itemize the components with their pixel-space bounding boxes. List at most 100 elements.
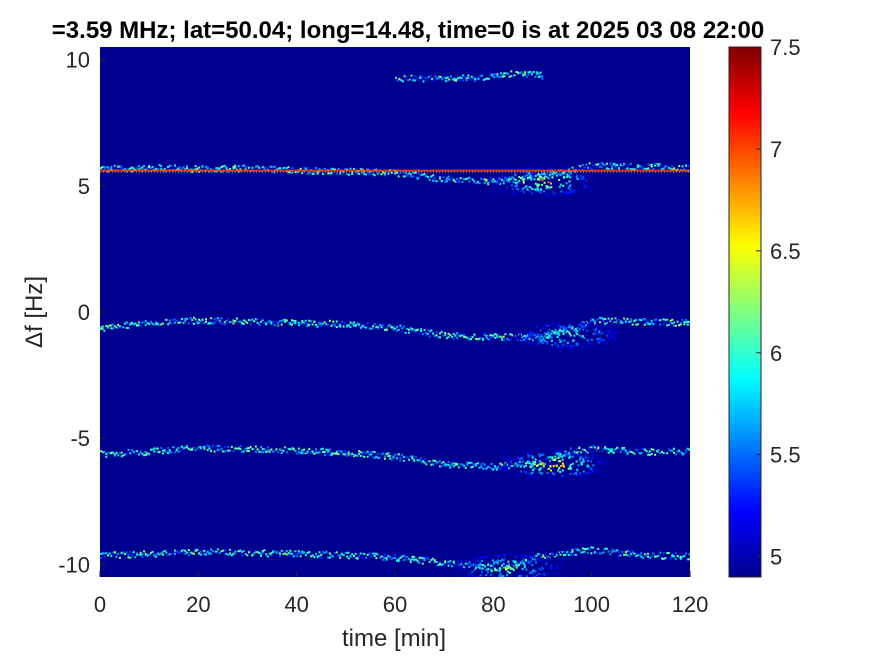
trace-point	[118, 165, 121, 168]
trace-point	[263, 166, 266, 169]
trace-point	[134, 450, 137, 453]
trace-point	[294, 550, 297, 553]
scatter-point	[515, 343, 518, 346]
trace-point	[309, 320, 312, 323]
scatter-point	[490, 564, 493, 567]
trace-point	[444, 180, 447, 183]
trace-point	[180, 318, 183, 320]
trace-point	[671, 168, 674, 171]
trace-point	[351, 172, 354, 175]
trace-point	[177, 447, 180, 449]
trace-point	[434, 76, 437, 79]
trace-point	[624, 319, 627, 322]
trace-point	[309, 449, 312, 452]
trace-point	[662, 558, 665, 560]
scatter-point	[548, 337, 551, 339]
trace-point	[420, 461, 423, 464]
trace-point	[229, 449, 232, 452]
scatter-point	[540, 554, 543, 557]
trace-point	[172, 318, 175, 321]
trace-point	[630, 320, 632, 323]
trace-point	[160, 552, 163, 555]
trace-point	[416, 459, 419, 462]
trace-point	[454, 334, 457, 337]
scatter-point	[527, 331, 530, 334]
trace-point	[383, 455, 386, 458]
trace-point	[359, 454, 362, 457]
trace-point	[125, 551, 128, 554]
trace-point	[251, 448, 254, 451]
trace-point	[349, 321, 352, 324]
scatter-point	[537, 183, 540, 186]
trace-point	[600, 161, 603, 164]
trace-point	[392, 328, 395, 331]
trace-point	[650, 165, 653, 168]
trace-point	[306, 450, 309, 453]
trace-point	[112, 451, 114, 454]
trace-point	[184, 552, 187, 555]
scatter-point	[545, 187, 548, 190]
trace-point	[530, 560, 533, 563]
trace-point	[457, 181, 460, 183]
trace-point	[101, 451, 104, 454]
trace-point	[167, 452, 170, 455]
trace-point	[428, 178, 431, 181]
trace-point	[612, 450, 615, 453]
trace-point	[401, 330, 404, 333]
trace-point	[483, 181, 486, 184]
trace-point	[148, 166, 151, 169]
trace-point	[353, 167, 355, 170]
scatter-point	[605, 461, 608, 464]
scatter-point	[535, 561, 537, 564]
trace-point	[297, 447, 300, 450]
scatter-point	[585, 321, 588, 324]
trace-point	[562, 327, 565, 330]
scatter-point	[513, 474, 516, 477]
trace-point	[344, 322, 347, 325]
scatter-point	[506, 193, 509, 196]
trace-point	[225, 167, 228, 170]
trace-point	[187, 554, 190, 556]
trace-point	[664, 165, 667, 168]
trace-point	[299, 551, 302, 554]
scatter-point	[529, 472, 532, 475]
scatter-point	[558, 450, 561, 453]
scatter-point	[521, 188, 524, 191]
trace-point	[174, 549, 176, 552]
scatter-point	[534, 188, 537, 191]
trace-point	[301, 451, 304, 454]
trace-point	[526, 461, 529, 464]
trace-point	[436, 77, 439, 80]
trace-point	[673, 324, 675, 327]
trace-point	[235, 447, 238, 450]
scatter-point	[502, 457, 504, 460]
trace-point	[297, 550, 300, 553]
trace-point	[361, 323, 364, 326]
trace-point	[365, 326, 367, 329]
trace-point	[490, 467, 493, 470]
scatter-point	[492, 192, 494, 195]
scatter-point	[527, 452, 530, 454]
trace-point	[182, 447, 185, 450]
trace-point	[418, 172, 421, 175]
trace-point	[316, 172, 319, 175]
trace-point	[167, 554, 170, 557]
trace-point	[131, 452, 133, 455]
trace-point	[392, 455, 395, 458]
trace-point	[464, 466, 467, 469]
trace-point	[313, 452, 316, 455]
trace-point	[614, 550, 617, 553]
scatter-point	[589, 175, 592, 178]
trace-point	[452, 462, 455, 465]
scatter-point	[582, 470, 585, 473]
trace-point	[373, 451, 376, 454]
trace-point	[513, 177, 515, 180]
trace-point	[404, 171, 407, 174]
scatter-point	[610, 336, 613, 339]
scatter-point	[542, 572, 545, 575]
trace-point	[425, 334, 428, 337]
trace-point	[427, 460, 429, 463]
scatter-point	[495, 578, 497, 580]
trace-point	[633, 320, 636, 323]
trace-point	[358, 452, 361, 455]
